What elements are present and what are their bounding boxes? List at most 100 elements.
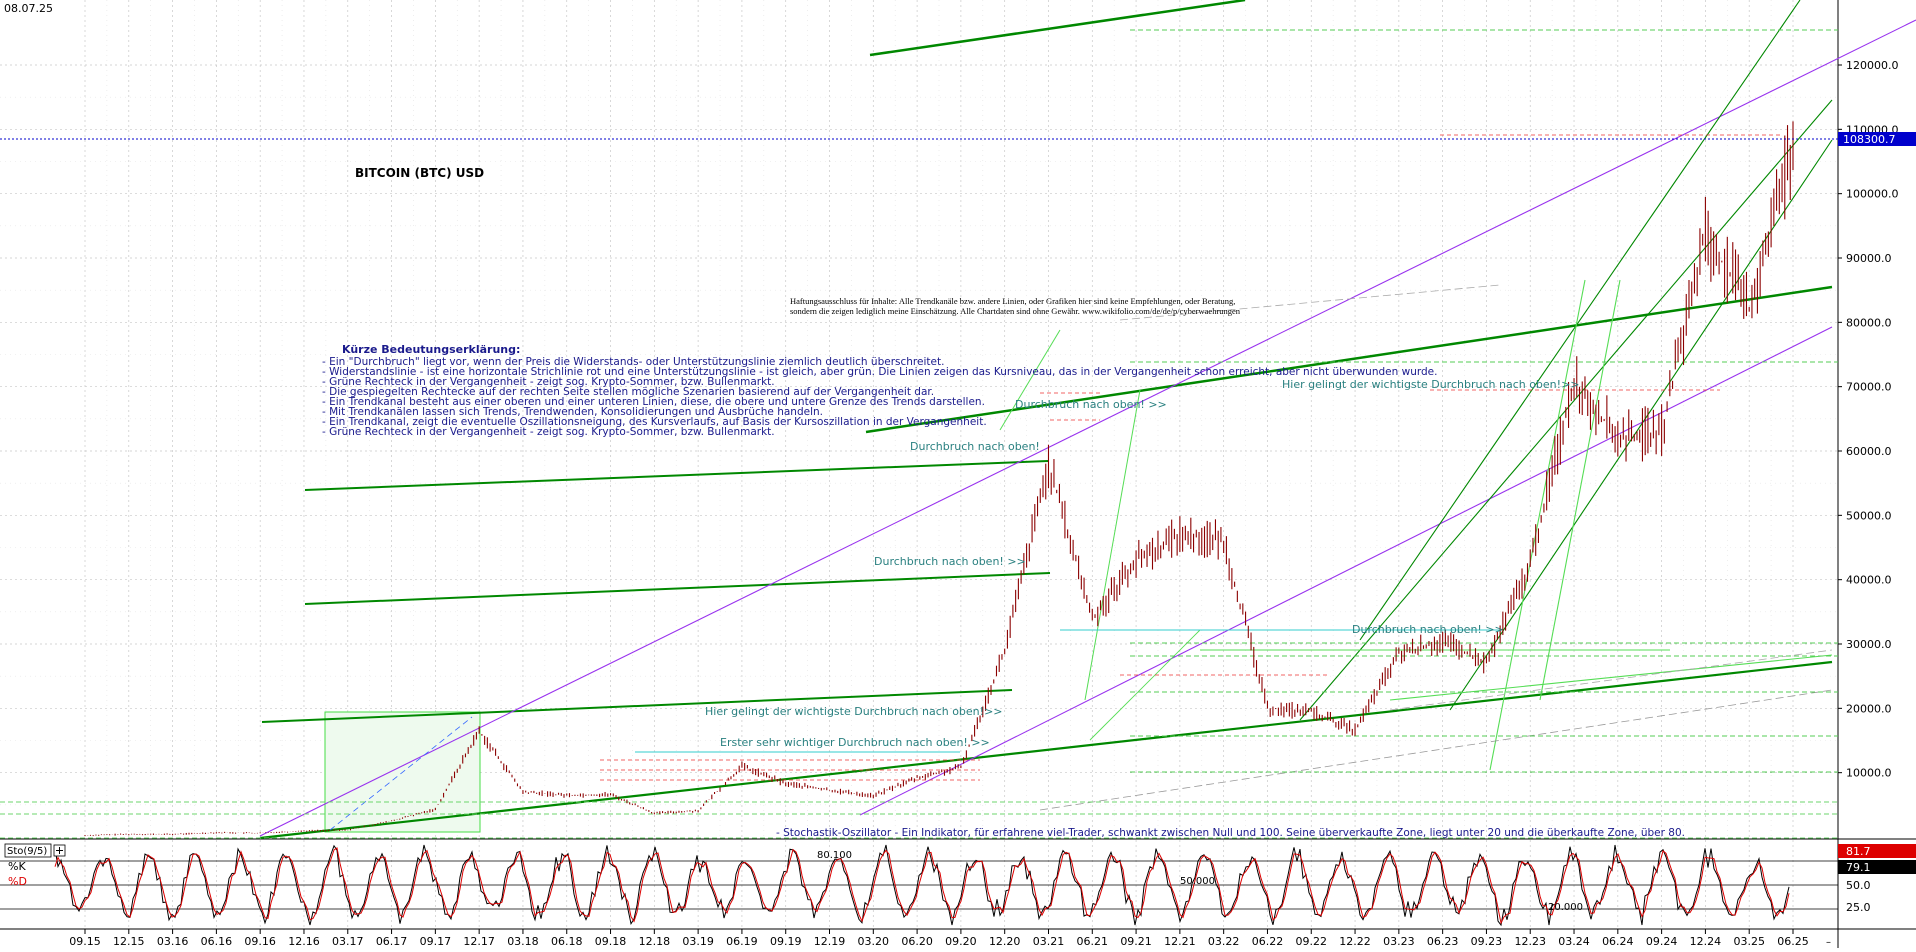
trendline	[259, 660, 1833, 840]
time-tick-label: 03.21	[1033, 935, 1065, 948]
k-value-badge	[1838, 844, 1916, 858]
k-value: 81.7	[1846, 845, 1871, 858]
time-tick-label: 06.20	[901, 935, 933, 948]
time-tick-label: 12.21	[1164, 935, 1196, 948]
legend-title: Kürze Bedeutungserklärung:	[342, 343, 520, 356]
label-main-break-right: Hier gelingt der wichtigste Durchbruch n…	[1282, 378, 1580, 391]
trendline	[1389, 649, 1833, 711]
d-label: %D	[8, 875, 27, 888]
price-tick-label: 90000.0	[1846, 252, 1892, 265]
time-tick-label: 03.22	[1208, 935, 1240, 948]
time-tick-label: 06.16	[201, 935, 233, 948]
time-tick-label: 03.20	[858, 935, 890, 948]
trendline	[1359, 0, 1801, 641]
scroll-arrow-icon: –	[1826, 937, 1831, 948]
support-resistance-lines	[0, 29, 1838, 839]
price-tick-label: 30000.0	[1846, 638, 1892, 651]
time-tick-label: 12.17	[463, 935, 495, 948]
current-price-value: 108300.7	[1843, 133, 1896, 146]
price-tick-label: 20000.0	[1846, 702, 1892, 715]
legend-line: - Ein "Durchbruch" liegt vor, wenn der P…	[322, 356, 944, 368]
time-tick-label: 06.25	[1777, 935, 1809, 948]
time-tick-label: 12.16	[288, 935, 320, 948]
legend-line: - Ein Trendkanal besteht aus einer obere…	[322, 396, 985, 408]
k-label: %K	[8, 860, 26, 873]
trendline	[999, 329, 1061, 431]
time-tick-label: 06.19	[726, 935, 758, 948]
osc-tick-25: 25.0	[1846, 901, 1871, 914]
trendline	[859, 326, 1833, 816]
price-series	[84, 121, 1794, 837]
legend-line: - Ein Trendkanal, zeigt die eventuelle O…	[322, 416, 987, 428]
time-tick-label: 09.22	[1296, 935, 1328, 948]
time-tick-label: 03.16	[157, 935, 189, 948]
trendline	[1084, 389, 1141, 701]
chart-title: BITCOIN (BTC) USD	[355, 166, 484, 180]
mid-label: 50.000	[1180, 876, 1215, 887]
time-tick-label: 12.22	[1339, 935, 1371, 948]
price-tick-label: 60000.0	[1846, 445, 1892, 458]
label-breakout: Durchbruch nach oben! >>	[1352, 623, 1504, 636]
trendline	[1089, 629, 1201, 741]
label-first-break: Erster sehr wichtiger Durchbruch nach ob…	[720, 736, 990, 749]
trendlines	[259, 0, 1916, 840]
price-tick-label: 50000.0	[1846, 509, 1892, 522]
time-tick-label: 12.23	[1514, 935, 1546, 948]
legend-line: - Widerstandslinie - ist eine horizontal…	[322, 366, 1437, 378]
time-tick-label: 06.18	[551, 935, 583, 948]
time-tick-label: 09.21	[1120, 935, 1152, 948]
time-tick-label: 06.17	[376, 935, 408, 948]
oscillator-label-box[interactable]	[4, 843, 52, 858]
time-tick-label: 06.23	[1427, 935, 1459, 948]
time-tick-label: 03.25	[1733, 935, 1765, 948]
legend-line: - Grüne Rechteck in der Vergangenheit - …	[322, 376, 775, 388]
time-tick-label: 09.15	[69, 935, 101, 948]
trendline	[1539, 279, 1621, 701]
time-tick-label: 06.24	[1602, 935, 1634, 948]
trendline	[261, 689, 1013, 723]
label-main-break-left: Hier gelingt der wichtigste Durchbruch n…	[705, 705, 1003, 718]
time-tick-label: 09.17	[420, 935, 452, 948]
price-tick-label: 40000.0	[1846, 574, 1892, 587]
price-tick-label: 80000.0	[1846, 316, 1892, 329]
label-breakout: Durchbruch nach oben! >>	[874, 555, 1026, 568]
time-tick-label: 12.18	[639, 935, 671, 948]
time-axis: 09.15 12.15 03.16 06.16 09.16 12.16 03.17 06.17…	[69, 929, 1831, 948]
time-tick-label: 03.24	[1558, 935, 1590, 948]
time-tick-label: 06.21	[1077, 935, 1109, 948]
oscillator-label: Sto(9/5)	[7, 846, 47, 857]
trendline	[869, 0, 1246, 57]
trendline	[1389, 654, 1833, 701]
time-tick-label: 09.18	[595, 935, 627, 948]
time-tick-label: 03.18	[507, 935, 539, 948]
time-tick-label: 09.19	[770, 935, 802, 948]
label-breakout: Durchbruch nach oben! >>	[1015, 398, 1167, 411]
time-tick-label: 09.23	[1471, 935, 1503, 948]
time-tick-label: 03.17	[332, 935, 364, 948]
time-tick-label: 03.23	[1383, 935, 1415, 948]
current-price-badge	[1838, 132, 1916, 146]
time-tick-label: 09.16	[244, 935, 276, 948]
trendline	[1039, 689, 1833, 811]
osc-d-line	[54, 847, 1790, 925]
label-breakout: Durchbruch nach oben!	[910, 440, 1040, 453]
oversold-label: 20.000	[1548, 902, 1583, 913]
price-tick-label: 70000.0	[1846, 381, 1892, 394]
oscillator-note: - Stochastik-Oszillator - Ein Indikator,…	[776, 827, 1685, 839]
time-tick-label: 06.22	[1252, 935, 1284, 948]
time-tick-label: 12.24	[1690, 935, 1722, 948]
trendline	[304, 572, 1051, 605]
overbought-label: 80.100	[817, 850, 852, 861]
legend-line: - Die gespiegelten Rechtecke auf der rec…	[322, 386, 934, 398]
price-tick-label: 100000.0	[1846, 188, 1899, 201]
d-value-badge	[1838, 860, 1916, 874]
time-tick-label: 12.15	[113, 935, 145, 948]
time-tick-label: 03.19	[682, 935, 714, 948]
trendline	[865, 285, 1833, 434]
disclaimer-line: Haftungsausschluss für Inhalte: Alle Tre…	[790, 296, 1235, 306]
price-tick-label: 10000.0	[1846, 767, 1892, 780]
